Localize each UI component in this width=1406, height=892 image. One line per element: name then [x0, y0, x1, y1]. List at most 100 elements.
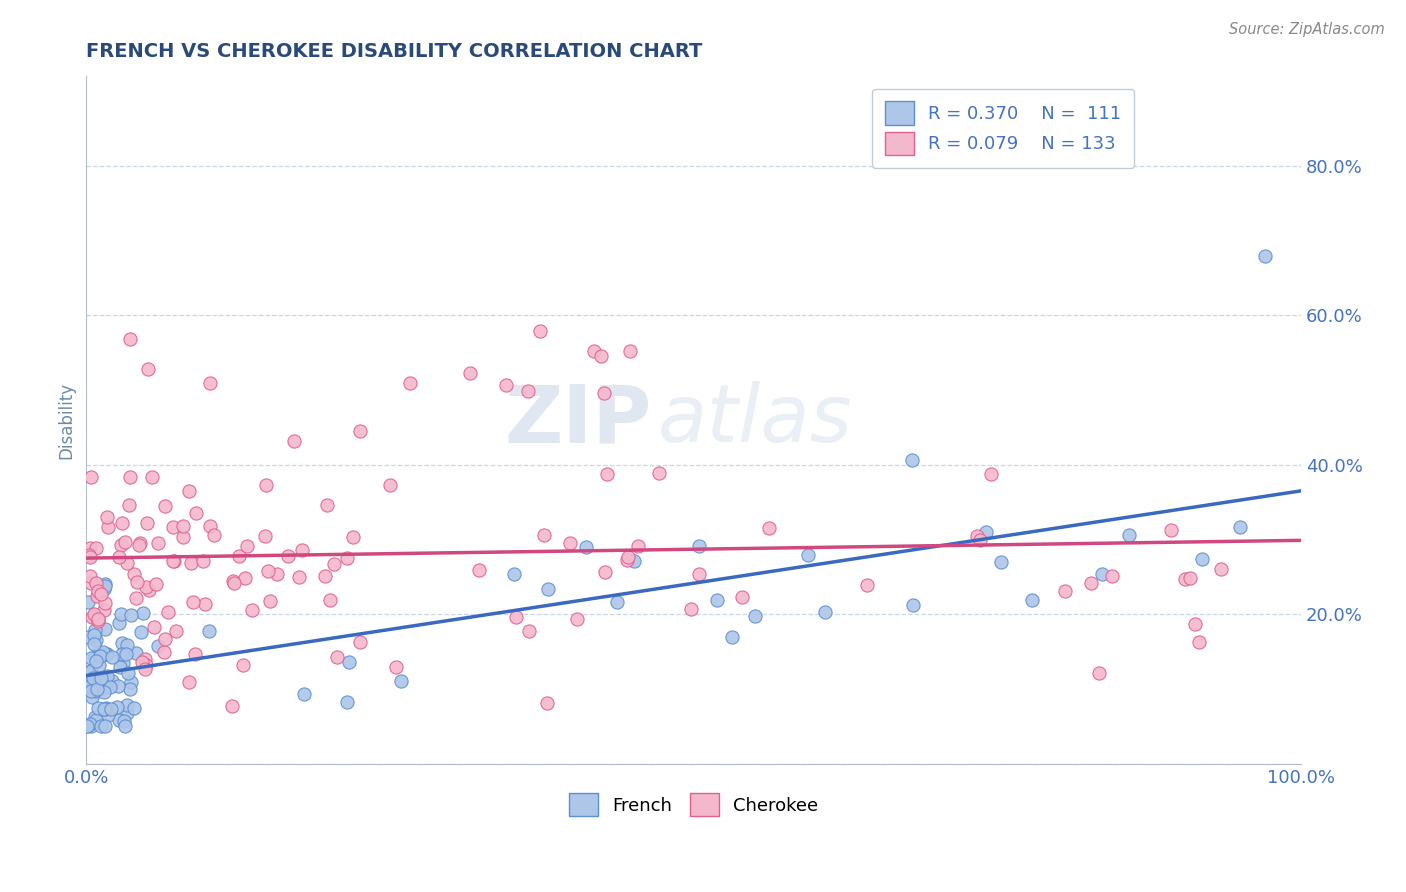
- Point: [240, 603, 263, 617]
- Point: [1180, 571, 1202, 585]
- Point: [76, 719, 98, 733]
- Point: [1021, 593, 1043, 607]
- Point: [120, 470, 142, 484]
- Point: [96, 701, 118, 715]
- Point: [114, 719, 136, 733]
- Point: [111, 647, 134, 661]
- Point: [292, 687, 315, 701]
- Point: [115, 698, 138, 712]
- Point: [90, 671, 112, 685]
- Point: [153, 499, 176, 513]
- Point: [181, 595, 204, 609]
- Point: [505, 610, 527, 624]
- Point: [731, 591, 754, 605]
- Point: [163, 554, 186, 568]
- Point: [111, 516, 134, 531]
- Point: [93, 579, 115, 593]
- Point: [97, 708, 120, 723]
- Point: [141, 470, 163, 484]
- Point: [322, 558, 344, 572]
- Point: [82, 671, 104, 685]
- Point: [529, 325, 551, 339]
- Point: [623, 554, 645, 568]
- Point: [194, 597, 217, 611]
- Point: [198, 376, 221, 390]
- Point: [76, 719, 98, 733]
- Point: [336, 551, 359, 566]
- Point: [156, 605, 179, 619]
- Point: [115, 639, 138, 653]
- Point: [560, 535, 582, 549]
- Point: [679, 602, 702, 616]
- Point: [202, 528, 225, 542]
- Point: [627, 540, 650, 554]
- Point: [606, 594, 628, 608]
- Point: [79, 684, 101, 698]
- Point: [349, 424, 371, 438]
- Point: [93, 684, 115, 698]
- Point: [536, 696, 558, 710]
- Point: [533, 528, 555, 542]
- Point: [129, 624, 152, 639]
- Point: [120, 607, 142, 622]
- Point: [1080, 576, 1102, 591]
- Point: [582, 344, 605, 359]
- Point: [117, 666, 139, 681]
- Point: [291, 542, 314, 557]
- Point: [86, 614, 108, 628]
- Point: [222, 574, 245, 588]
- Point: [134, 662, 156, 676]
- Point: [593, 566, 616, 580]
- Text: Source: ZipAtlas.com: Source: ZipAtlas.com: [1229, 22, 1385, 37]
- Point: [592, 386, 614, 401]
- Point: [86, 672, 108, 686]
- Point: [221, 699, 243, 714]
- Point: [111, 656, 134, 670]
- Point: [87, 657, 110, 672]
- Point: [537, 582, 560, 597]
- Point: [80, 690, 103, 705]
- Point: [128, 538, 150, 552]
- Point: [316, 499, 339, 513]
- Point: [93, 582, 115, 597]
- Point: [325, 650, 347, 665]
- Point: [1229, 520, 1251, 534]
- Point: [468, 564, 491, 578]
- Point: [287, 570, 309, 584]
- Point: [1054, 584, 1077, 599]
- Point: [253, 529, 276, 543]
- Point: [114, 535, 136, 549]
- Point: [647, 467, 669, 481]
- Point: [706, 592, 728, 607]
- Point: [259, 594, 281, 608]
- Point: [197, 624, 219, 638]
- Point: [319, 593, 342, 607]
- Point: [93, 603, 115, 617]
- Point: [79, 717, 101, 731]
- Point: [80, 470, 103, 484]
- Point: [84, 649, 107, 664]
- Point: [153, 632, 176, 646]
- Point: [80, 609, 103, 624]
- Point: [77, 630, 100, 644]
- Point: [233, 571, 256, 585]
- Point: [94, 596, 117, 610]
- Point: [110, 607, 132, 621]
- Point: [797, 548, 820, 562]
- Point: [502, 566, 524, 581]
- Point: [389, 674, 412, 689]
- Point: [89, 674, 111, 689]
- Point: [1174, 572, 1197, 586]
- Point: [596, 467, 619, 481]
- Point: [80, 650, 103, 665]
- Point: [855, 578, 877, 592]
- Point: [84, 710, 107, 724]
- Point: [398, 376, 420, 390]
- Point: [83, 607, 105, 621]
- Point: [115, 647, 138, 661]
- Point: [619, 344, 641, 359]
- Point: [111, 636, 134, 650]
- Point: [266, 567, 288, 582]
- Point: [101, 650, 124, 665]
- Point: [177, 674, 200, 689]
